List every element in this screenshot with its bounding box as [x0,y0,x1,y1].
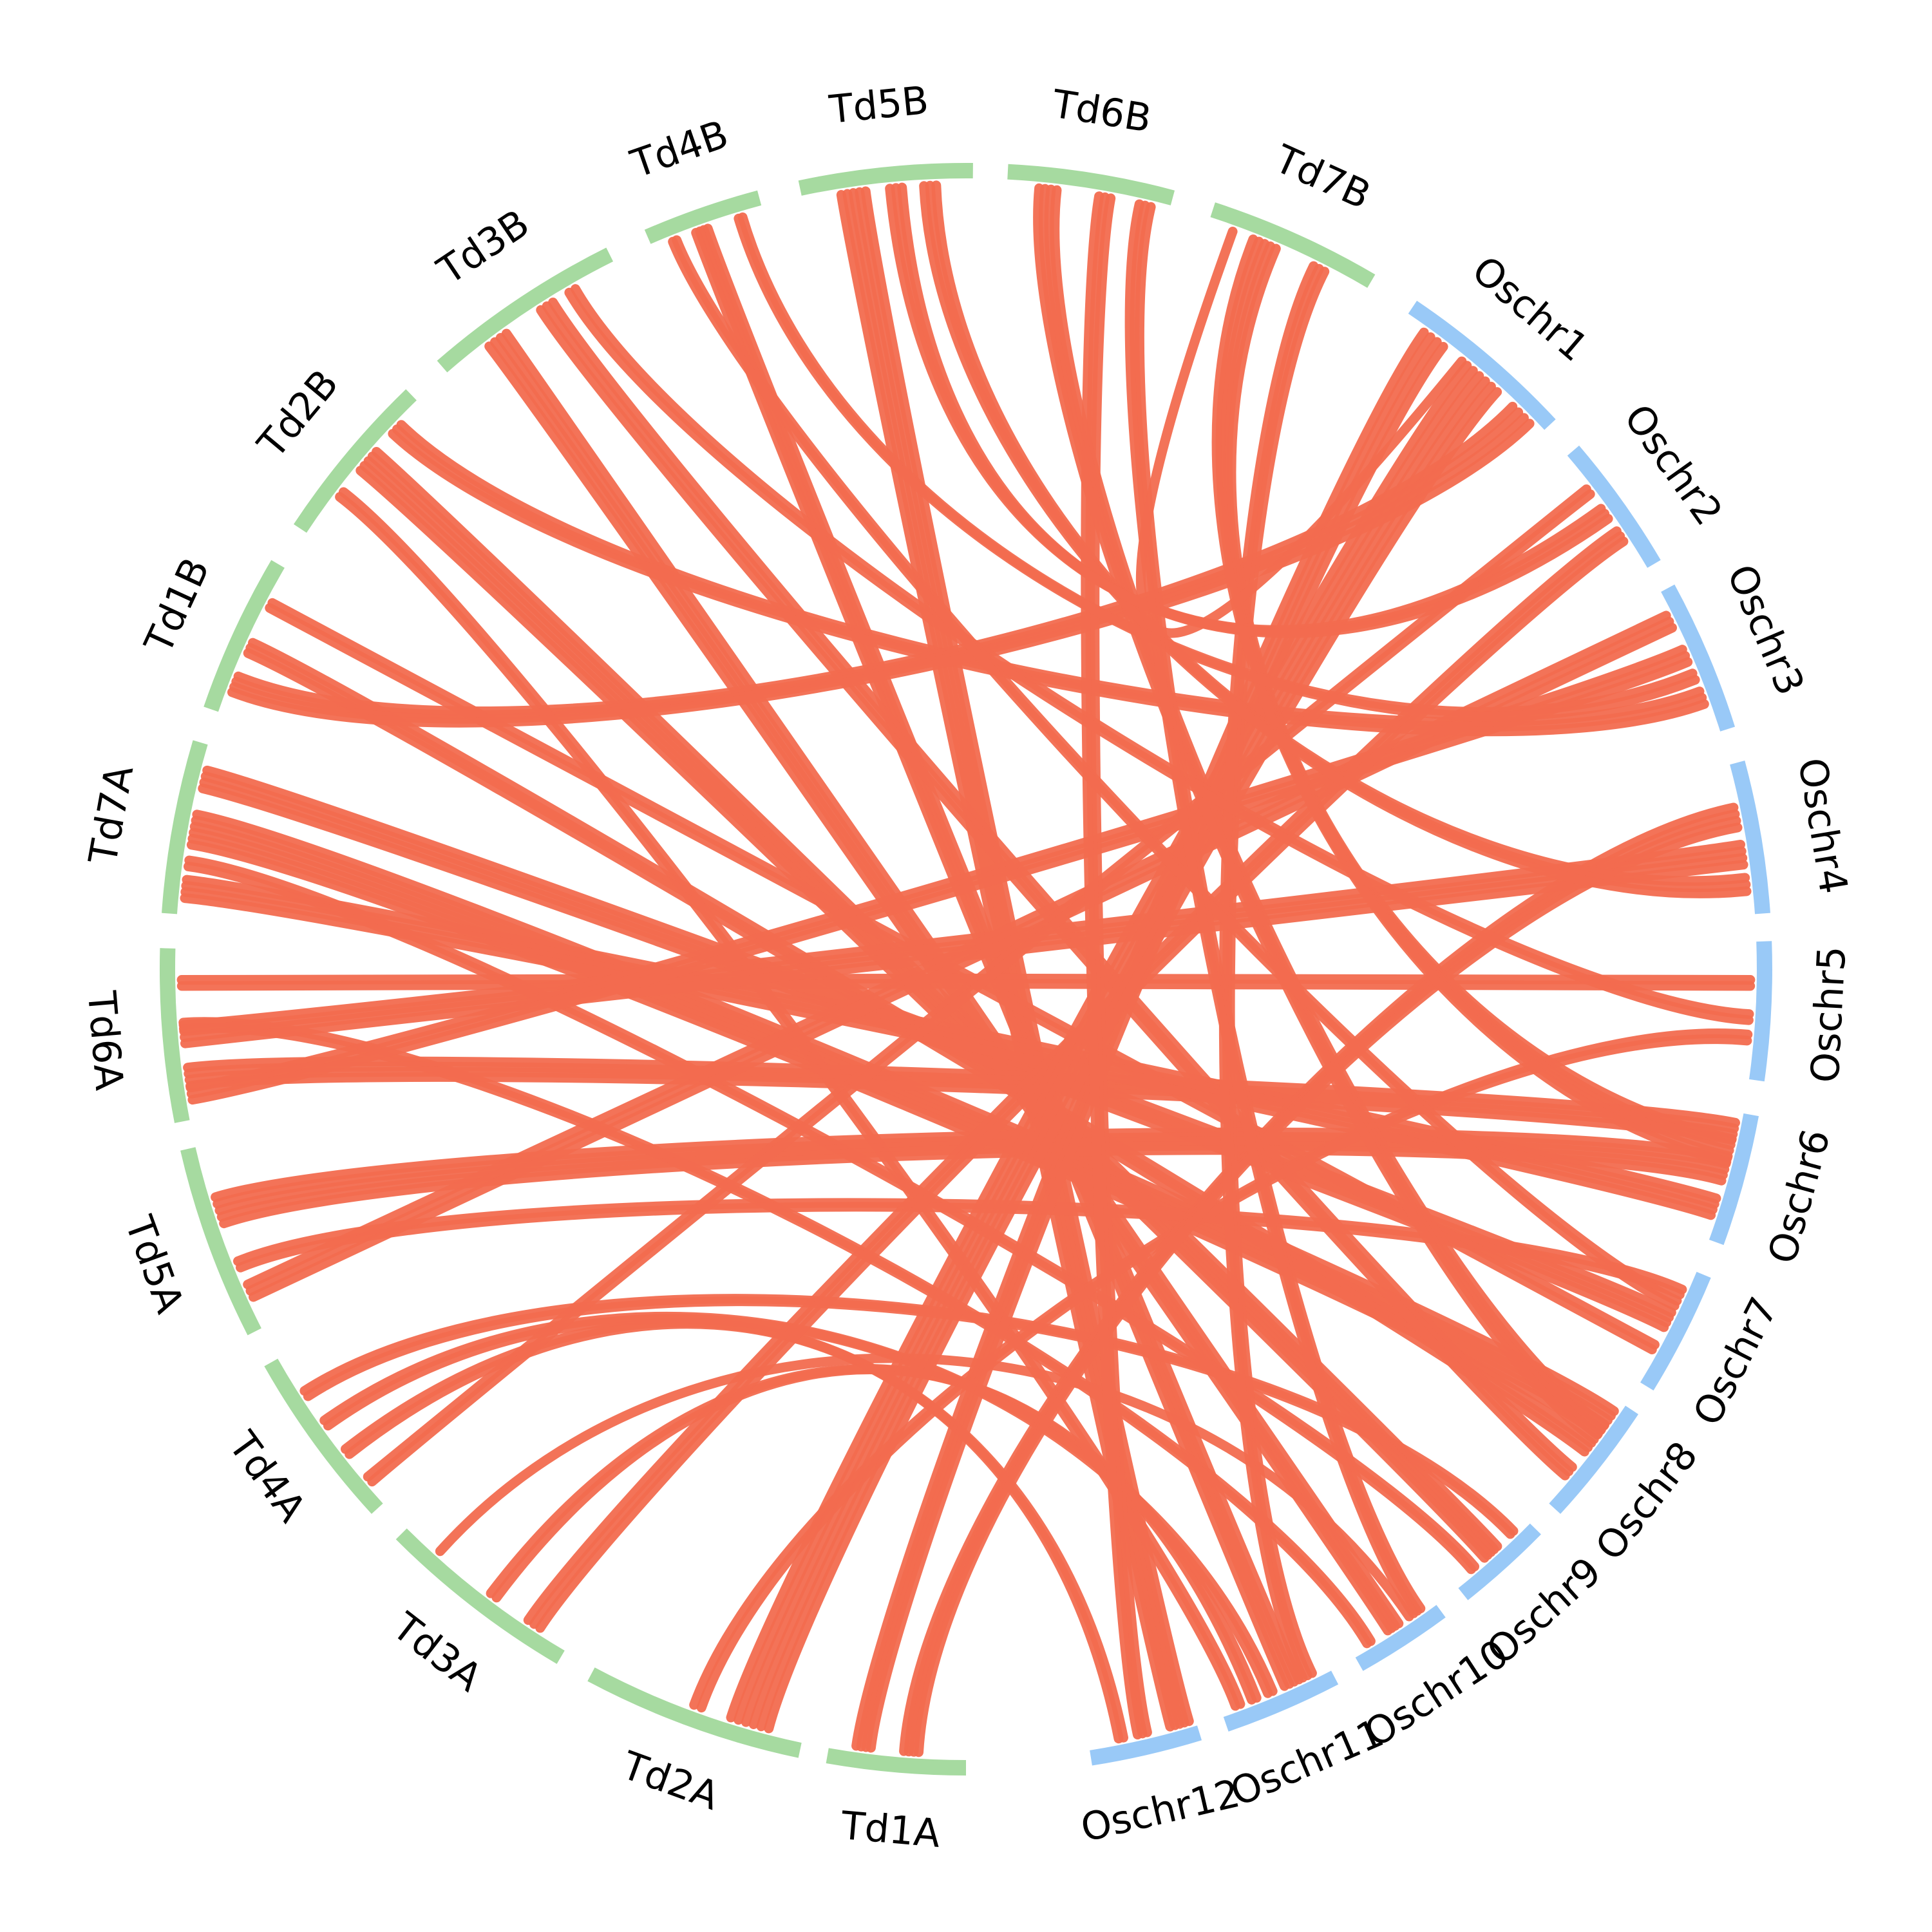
synteny-link-Oschr2-Td5B-3 [885,184,1613,638]
chromosome-label-Oschr5: Oschr5 [1803,945,1855,1084]
chromosome-label-Td6A: Td6A [79,989,132,1092]
chromosome-label-Td2B: Td2B [249,361,347,467]
synteny-link-Oschr6-Td7A-3 [180,887,1718,1215]
chromosome-arc-Oschr1 [1408,301,1556,430]
chromosome-label-Oschr6: Oschr6 [1760,1124,1839,1268]
chromosome-label-Td7B: Td7B [1267,137,1377,219]
chromosome-label-Oschr7: Oschr7 [1685,1291,1787,1433]
synteny-link-Oschr3-Td6A-1 [185,645,1687,1093]
synteny-link-Oschr8-Td6B-4 [1033,183,1599,1444]
chromosome-arc-Oschr12 [1090,1725,1202,1766]
chromosome-arc-Td5A [180,1147,261,1336]
chromosome-arc-Td4A [264,1358,383,1514]
chromosome-arc-Td7A [162,740,208,914]
chromosome-label-Td2A: Td2A [616,1743,725,1819]
chromosome-arc-Td3A [395,1528,565,1664]
chromosome-arc-Td6A [159,948,190,1123]
chromosome-arc-Td5B [798,162,973,196]
chromosome-label-Td4A: Td4A [220,1423,315,1531]
chromosome-label-Td5A: Td5A [116,1210,193,1320]
synteny-link-Oschr5-Td2A-2 [696,1034,1752,1713]
synteny-links [176,180,1756,1757]
synteny-link-Oschr9-Td2B-5 [355,466,1490,1563]
chromosome-arc-Td1A [826,1748,967,1776]
chromosome-label-Td4B: Td4B [625,112,734,187]
synteny-link-Oschr3-Td4B-2 [734,213,1700,721]
synteny-link-Oschr12-Td6B-3 [1081,191,1142,1739]
chromosome-label-Oschr3: Oschr3 [1718,558,1813,702]
chromosome-arc-Oschr10 [1355,1605,1446,1671]
synteny-link-Oschr6-Td7A-1 [182,875,1721,1204]
synteny-link-Oschr8-Td3B-1 [548,298,1577,1472]
synteny-link-Oschr2-Td4A-1 [363,484,1591,1482]
chromosome-arc-Oschr9 [1458,1523,1541,1600]
chromosome-label-Td7A: Td7A [80,762,142,868]
chromosome-arc-Td2A [587,1667,802,1758]
chromosome-tracks [159,162,1772,1776]
synteny-link-Oschr5-Td3B-2 [564,287,1754,1025]
chromosome-arc-Oschr5 [1749,941,1772,1082]
chromosome-label-Oschr4: Oschr4 [1789,755,1856,897]
synteny-link-Oschr1-Td2A-1 [726,361,1472,1723]
synteny-link-Oschr7-Td4B-2 [668,236,1680,1311]
chromosome-label-Oschr2: Oschr2 [1615,396,1731,534]
synteny-link-Oschr8-Td3B-3 [536,305,1570,1481]
synteny-link-Oschr3-Td5A-3 [249,623,1677,1302]
synteny-link-Oschr3-Td5A-1 [243,611,1671,1289]
chromosome-arc-Oschr7 [1640,1271,1711,1391]
chromosome-label-Td6B: Td6B [1048,81,1154,141]
chromosome-arc-Oschr6 [1709,1113,1759,1245]
chromosome-label-Td3B: Td3B [430,201,538,294]
chromosome-label-Td1A: Td1A [838,1803,942,1857]
chromosome-label-Td1B: Td1B [136,551,218,661]
synteny-link-Oschr6-Td7A-4 [180,893,1716,1220]
synteny-link-Oschr7-Td1B-1 [267,598,1660,1350]
synteny-link-Oschr11-Td7B-3 [1218,261,1319,1683]
synteny-link-Oschr4-Td6A-1 [178,840,1745,1030]
synteny-link-Oschr1-Td1B-4 [227,419,1535,728]
chromosome-label-Oschr12: Oschr12 [1077,1771,1244,1852]
chromosome-arc-Td3B [437,247,614,373]
chromosome-arc-Oschr2 [1567,445,1661,568]
chromosome-arc-Td1B [204,560,285,712]
synteny-link-Oschr6-Td6A-4 [185,1072,1737,1145]
chromosome-arc-Td4B [644,190,762,244]
chromosome-label-Td5B: Td5B [827,78,931,133]
chromosome-arc-Oschr8 [1549,1405,1639,1514]
synteny-link-Oschr10-Td6B-3 [1124,199,1419,1618]
chromosome-arc-Oschr3 [1661,584,1736,732]
synteny-link-Oschr11-Td4A-2 [323,1314,1273,1698]
synteny-link-Oschr6-Td7A-2 [181,881,1719,1209]
synteny-link-Oschr6-Td7B-5 [1211,234,1732,1167]
synteny-link-Oschr2-Td3A-1 [523,526,1622,1625]
synteny-link-Oschr3-Td5A-2 [245,616,1674,1296]
chromosome-label-Td3A: Td3A [384,1604,490,1700]
chromosome-arc-Td2B [293,389,417,533]
synteny-link-Oschr8-Td3B-2 [542,301,1574,1477]
synteny-link-Oschr1-Td7B-1 [1135,227,1467,638]
chromosome-label-Oschr11: Oschr11 [1224,1710,1390,1815]
synteny-link-Oschr4-Td5B-3 [919,181,1752,898]
chromosome-arc-Td7B [1210,202,1376,288]
chromosome-arc-Oschr4 [1730,760,1770,914]
chromosome-arc-Oschr11 [1223,1671,1339,1732]
chromosome-arc-Td6B [1007,164,1175,205]
